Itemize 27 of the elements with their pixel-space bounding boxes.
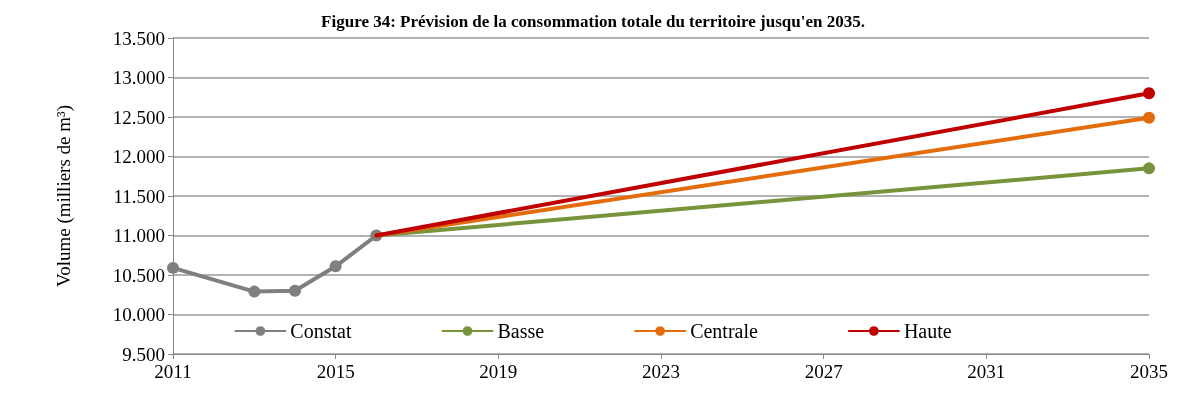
point: [289, 284, 301, 297]
chart-title: Figure 34: Prévision de la consommation totale du territoire jusqu'en 2035.: [321, 12, 865, 31]
y-axis-title: Volume (milliers de m³): [53, 104, 75, 288]
x-tick-label: 2015: [316, 361, 355, 382]
legend-label: Centrale: [690, 320, 758, 342]
legend-label: Basse: [497, 320, 545, 342]
y-tick-label: 10.500: [112, 264, 165, 286]
x-tick-label: 2019: [479, 361, 518, 382]
y-tick-label: 13.500: [112, 27, 165, 49]
point: [167, 261, 179, 274]
point: [1143, 111, 1155, 124]
x-tick-label: 2035: [1130, 361, 1168, 382]
point: [1143, 87, 1155, 100]
x-tick-label: 2023: [642, 361, 680, 382]
y-tick-label: 10.000: [112, 304, 165, 325]
x-tick-label: 2027: [804, 361, 843, 382]
point: [329, 260, 342, 273]
y-tick-label: 12.500: [112, 106, 165, 128]
y-tick-label: 11.500: [113, 185, 165, 207]
y-tick-label: 13.000: [112, 67, 165, 88]
x-tick-label: 2031: [967, 361, 1006, 382]
point: [1143, 162, 1155, 175]
legend-label: Haute: [903, 320, 952, 342]
legend-label: Constat: [290, 320, 352, 342]
y-tick-label: 12.000: [112, 146, 165, 167]
y-tick-label: 11.000: [113, 225, 165, 246]
point: [248, 285, 261, 298]
